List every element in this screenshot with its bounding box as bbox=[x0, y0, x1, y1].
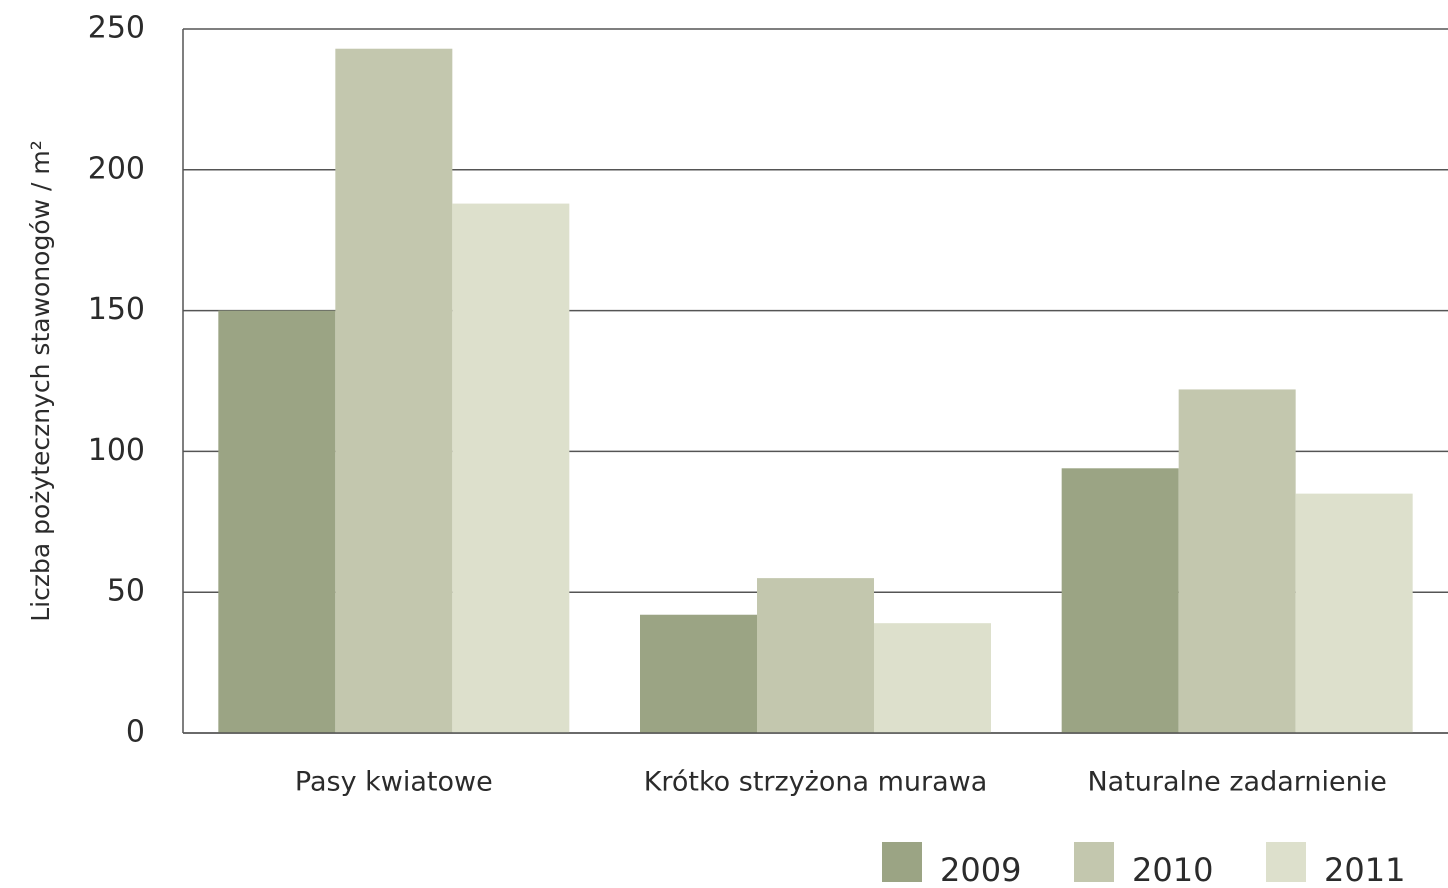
y-tick-label: 0 bbox=[126, 715, 145, 750]
y-axis-label: Liczba pożytecznych stawonogów / m² bbox=[26, 140, 55, 622]
bar bbox=[1178, 389, 1296, 733]
bar bbox=[757, 578, 874, 733]
y-tick-label: 150 bbox=[88, 292, 145, 327]
y-tick-label: 50 bbox=[107, 574, 145, 609]
legend-swatch bbox=[882, 842, 922, 882]
bar bbox=[640, 614, 757, 733]
legend-swatch bbox=[1074, 842, 1114, 882]
legend-swatch bbox=[1266, 842, 1306, 882]
y-tick-label: 100 bbox=[88, 433, 145, 468]
y-tick-label: 200 bbox=[88, 151, 145, 186]
bar bbox=[218, 310, 336, 733]
legend-label: 2009 bbox=[940, 851, 1021, 888]
bar bbox=[1061, 468, 1179, 733]
bar bbox=[874, 623, 991, 733]
bar bbox=[335, 48, 453, 734]
legend-label: 2011 bbox=[1324, 851, 1405, 888]
legend-label: 2010 bbox=[1132, 851, 1213, 888]
x-tick-label: Krótko strzyżona murawa bbox=[644, 767, 988, 798]
y-tick-label: 250 bbox=[88, 11, 145, 46]
bar bbox=[1295, 493, 1413, 733]
bar bbox=[452, 203, 570, 734]
x-tick-label: Naturalne zadarnienie bbox=[1087, 767, 1386, 798]
x-tick-label: Pasy kwiatowe bbox=[295, 767, 493, 798]
